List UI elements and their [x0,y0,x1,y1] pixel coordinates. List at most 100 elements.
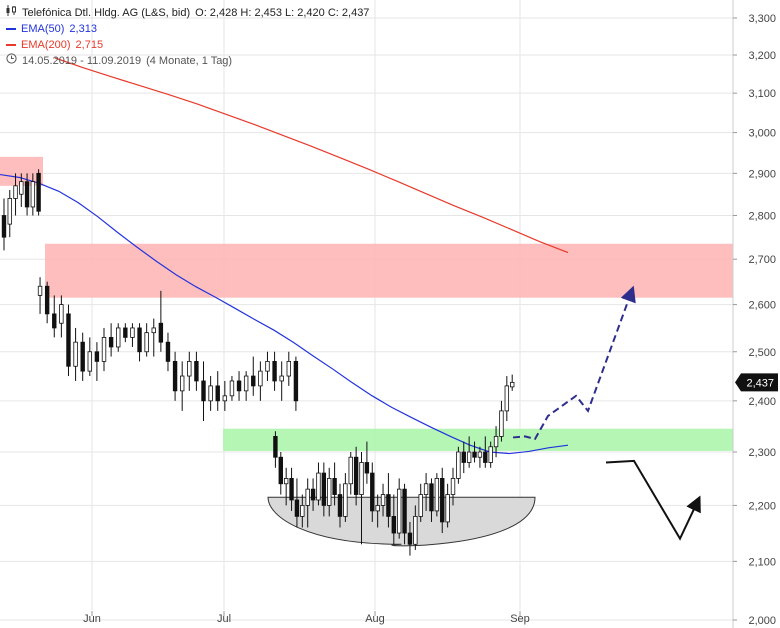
candle-body [80,341,85,372]
candle-body [472,451,477,458]
candle-body [87,351,92,372]
candle-body [423,483,429,495]
candle-body [440,478,445,523]
chart-grid [0,0,733,621]
clock-icon [6,53,17,69]
price-tick-label: 2,100 [748,556,776,568]
candle-body [44,285,50,315]
candle-body [434,478,440,512]
candle-body [73,341,78,367]
price-tick-label: 2,500 [748,347,776,359]
period-detail: (4 Monate, 1 Tag) [146,55,233,67]
ema200-value: 2,715 [75,39,104,51]
candle-body [327,478,332,506]
candle-body [289,478,294,501]
price-tick-label: 2,900 [748,168,776,180]
candle-body [353,456,359,495]
candle-body [348,456,353,485]
price-tick-label: 3,300 [748,13,776,25]
candle-body [337,494,343,517]
candle-body [396,488,402,534]
candle-body [294,499,300,517]
candle-body [493,436,499,448]
candle-body [187,361,192,377]
candle-body [179,375,185,392]
candle-body [429,483,434,512]
candle-body [94,351,100,362]
time-axis: Jun Jul Aug Sep [83,611,530,625]
candle-body [402,488,407,534]
ema50-value: 2,313 [69,23,97,35]
price-tick-label: 2,600 [748,300,776,312]
ema50-line [0,173,569,455]
candle-body [265,361,270,372]
candle-body [1,215,7,238]
candle-body [123,327,128,338]
candlestick-chart-icon [6,5,17,21]
candle-body [504,385,510,412]
candle-body [418,494,423,517]
candle-body [13,185,18,199]
candle-body [236,380,242,392]
candle-body [251,375,256,387]
candle-body [243,375,249,392]
candle-body [130,327,135,338]
price-axis: 2,000 2,100 2,200 2,300 2,400 2,500 2,600 2,700… [732,0,778,628]
candle-body [286,361,291,377]
time-tick-label: Aug [365,613,385,625]
candle-body [316,472,321,501]
candle-body [332,478,337,495]
candle-body [273,436,278,458]
candle-body [300,505,305,517]
candle-body [310,488,316,501]
candle-body [19,181,24,195]
candle-body [450,478,456,495]
candle-body [321,472,327,506]
price-tick-label: 2,400 [748,396,776,408]
candle-body [391,516,397,534]
candle-body [272,361,277,382]
candle-body [208,385,213,402]
candlesticks [1,169,515,556]
period-range: 14.05.2019 - 11.09.2019 [22,55,142,67]
candle-body [101,337,107,362]
legend-ema50: EMA(50) 2,313 [6,21,369,37]
ema200-swatch [6,44,16,46]
period-info: 14.05.2019 - 11.09.2019 (4 Monate, 1 Tag… [6,53,369,69]
candle-body [510,382,515,388]
candle-body [137,327,142,353]
candle-body [413,516,418,545]
price-tick-label: 3,100 [748,88,776,100]
cup-formation [267,496,536,547]
candle-body [258,370,263,387]
price-tick-label: 2,200 [748,500,776,512]
candle-body [466,451,472,463]
candle-body [359,462,364,495]
candle-body [30,181,36,208]
last-price-badge [735,373,778,392]
candle-body [52,313,57,329]
candle-body [24,181,30,208]
candle-body [172,361,178,392]
candle-body [201,380,206,402]
candle-body [144,332,149,353]
candle-body [229,380,235,397]
price-tick-label: 2,300 [748,447,776,459]
candle-body [165,341,171,362]
chart-legend: Telefónica Dtl. Hldg. AG (L&S, bid) O: 2… [6,5,369,69]
candle-body [343,483,348,517]
candle-body [370,472,375,512]
candle-body [407,532,413,545]
time-tick-label: Jun [83,613,101,625]
candle-body [158,322,164,343]
ema50-label: EMA(50) [21,23,65,35]
price-tick-label: 2,700 [748,254,776,266]
candle-body [380,494,386,506]
candle-body [59,304,64,324]
support-zone [223,428,733,451]
candle-body [151,327,156,334]
instrument-header: Telefónica Dtl. Hldg. AG (L&S, bid) O: 2… [6,5,369,21]
candle-body [36,172,41,212]
candle-body [116,327,121,348]
